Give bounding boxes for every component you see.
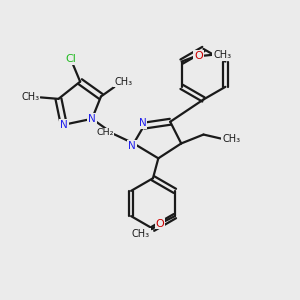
Text: CH₃: CH₃ xyxy=(213,50,231,60)
Text: O: O xyxy=(194,51,203,61)
Text: CH₃: CH₃ xyxy=(21,92,39,102)
Text: N: N xyxy=(139,118,146,128)
Text: N: N xyxy=(60,120,68,130)
Text: N: N xyxy=(128,141,136,151)
Text: N: N xyxy=(88,114,96,124)
Text: CH₃: CH₃ xyxy=(222,134,240,144)
Text: CH₂: CH₂ xyxy=(96,128,114,137)
Text: CH₃: CH₃ xyxy=(132,229,150,239)
Text: O: O xyxy=(156,219,164,229)
Text: Cl: Cl xyxy=(66,54,77,64)
Text: CH₃: CH₃ xyxy=(114,76,132,87)
